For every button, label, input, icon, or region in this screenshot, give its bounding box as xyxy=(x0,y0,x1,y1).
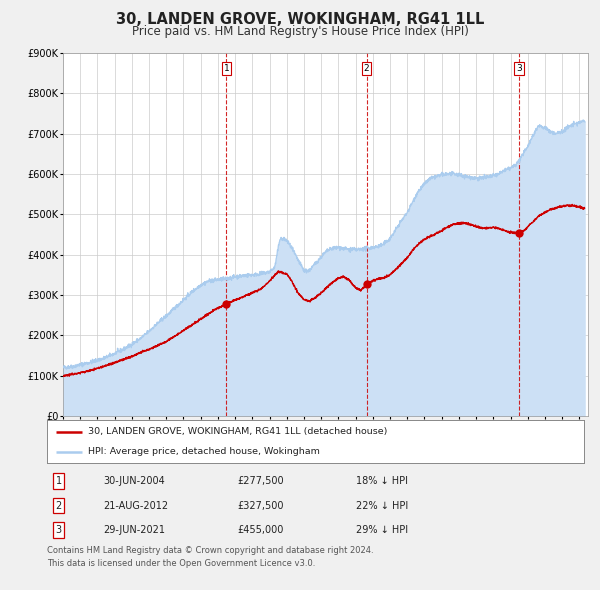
Text: 21-AUG-2012: 21-AUG-2012 xyxy=(103,501,169,510)
Text: 29% ↓ HPI: 29% ↓ HPI xyxy=(356,525,408,535)
Text: 3: 3 xyxy=(56,525,62,535)
Text: 30, LANDEN GROVE, WOKINGHAM, RG41 1LL: 30, LANDEN GROVE, WOKINGHAM, RG41 1LL xyxy=(116,12,484,27)
Text: 3: 3 xyxy=(516,64,522,73)
Text: £455,000: £455,000 xyxy=(238,525,284,535)
Text: £277,500: £277,500 xyxy=(238,476,284,486)
Text: 30-JUN-2004: 30-JUN-2004 xyxy=(103,476,165,486)
Text: 30, LANDEN GROVE, WOKINGHAM, RG41 1LL (detached house): 30, LANDEN GROVE, WOKINGHAM, RG41 1LL (d… xyxy=(88,427,388,436)
Text: 29-JUN-2021: 29-JUN-2021 xyxy=(103,525,165,535)
Text: 2: 2 xyxy=(364,64,370,73)
Text: 22% ↓ HPI: 22% ↓ HPI xyxy=(356,501,408,510)
Text: £327,500: £327,500 xyxy=(238,501,284,510)
Text: 1: 1 xyxy=(56,476,62,486)
Text: Contains HM Land Registry data © Crown copyright and database right 2024.
This d: Contains HM Land Registry data © Crown c… xyxy=(47,546,373,568)
Text: HPI: Average price, detached house, Wokingham: HPI: Average price, detached house, Woki… xyxy=(88,447,320,456)
Text: 18% ↓ HPI: 18% ↓ HPI xyxy=(356,476,407,486)
Text: 1: 1 xyxy=(224,64,229,73)
Text: 2: 2 xyxy=(55,501,62,510)
Text: Price paid vs. HM Land Registry's House Price Index (HPI): Price paid vs. HM Land Registry's House … xyxy=(131,25,469,38)
